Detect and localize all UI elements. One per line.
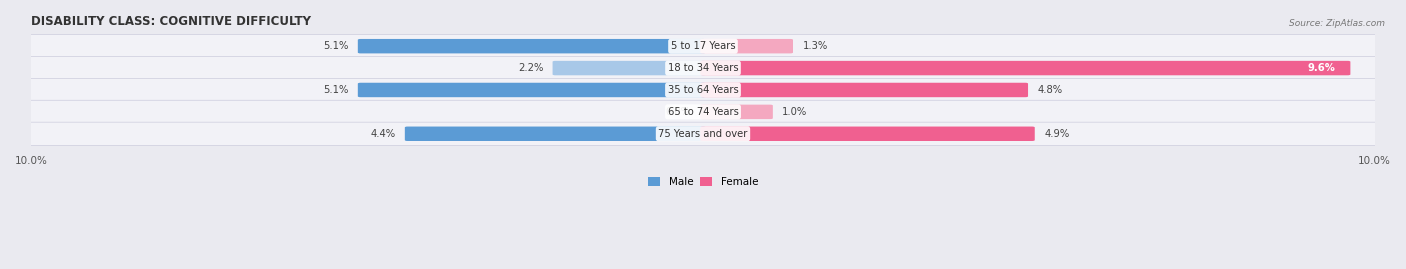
FancyBboxPatch shape [700,61,1350,75]
Text: 5.1%: 5.1% [323,41,349,51]
Text: 5.1%: 5.1% [323,85,349,95]
Text: Source: ZipAtlas.com: Source: ZipAtlas.com [1289,19,1385,28]
Text: 4.9%: 4.9% [1045,129,1070,139]
FancyBboxPatch shape [6,122,1400,145]
Text: 18 to 34 Years: 18 to 34 Years [668,63,738,73]
FancyBboxPatch shape [357,83,706,97]
Text: 4.8%: 4.8% [1038,85,1063,95]
FancyBboxPatch shape [357,39,706,54]
FancyBboxPatch shape [700,126,1035,141]
Text: 2.2%: 2.2% [517,63,543,73]
Text: 1.3%: 1.3% [803,41,828,51]
FancyBboxPatch shape [700,83,1028,97]
Text: 4.4%: 4.4% [370,129,395,139]
FancyBboxPatch shape [700,39,793,54]
FancyBboxPatch shape [700,105,773,119]
Legend: Male, Female: Male, Female [644,173,762,192]
FancyBboxPatch shape [6,78,1400,102]
Text: 65 to 74 Years: 65 to 74 Years [668,107,738,117]
FancyBboxPatch shape [553,61,706,75]
Text: DISABILITY CLASS: COGNITIVE DIFFICULTY: DISABILITY CLASS: COGNITIVE DIFFICULTY [31,15,312,28]
FancyBboxPatch shape [6,100,1400,123]
Text: 35 to 64 Years: 35 to 64 Years [668,85,738,95]
Text: 9.6%: 9.6% [1308,63,1336,73]
FancyBboxPatch shape [6,35,1400,58]
Text: 0.0%: 0.0% [666,107,690,117]
Text: 5 to 17 Years: 5 to 17 Years [671,41,735,51]
FancyBboxPatch shape [405,126,706,141]
Text: 1.0%: 1.0% [782,107,807,117]
Text: 75 Years and over: 75 Years and over [658,129,748,139]
FancyBboxPatch shape [6,56,1400,80]
